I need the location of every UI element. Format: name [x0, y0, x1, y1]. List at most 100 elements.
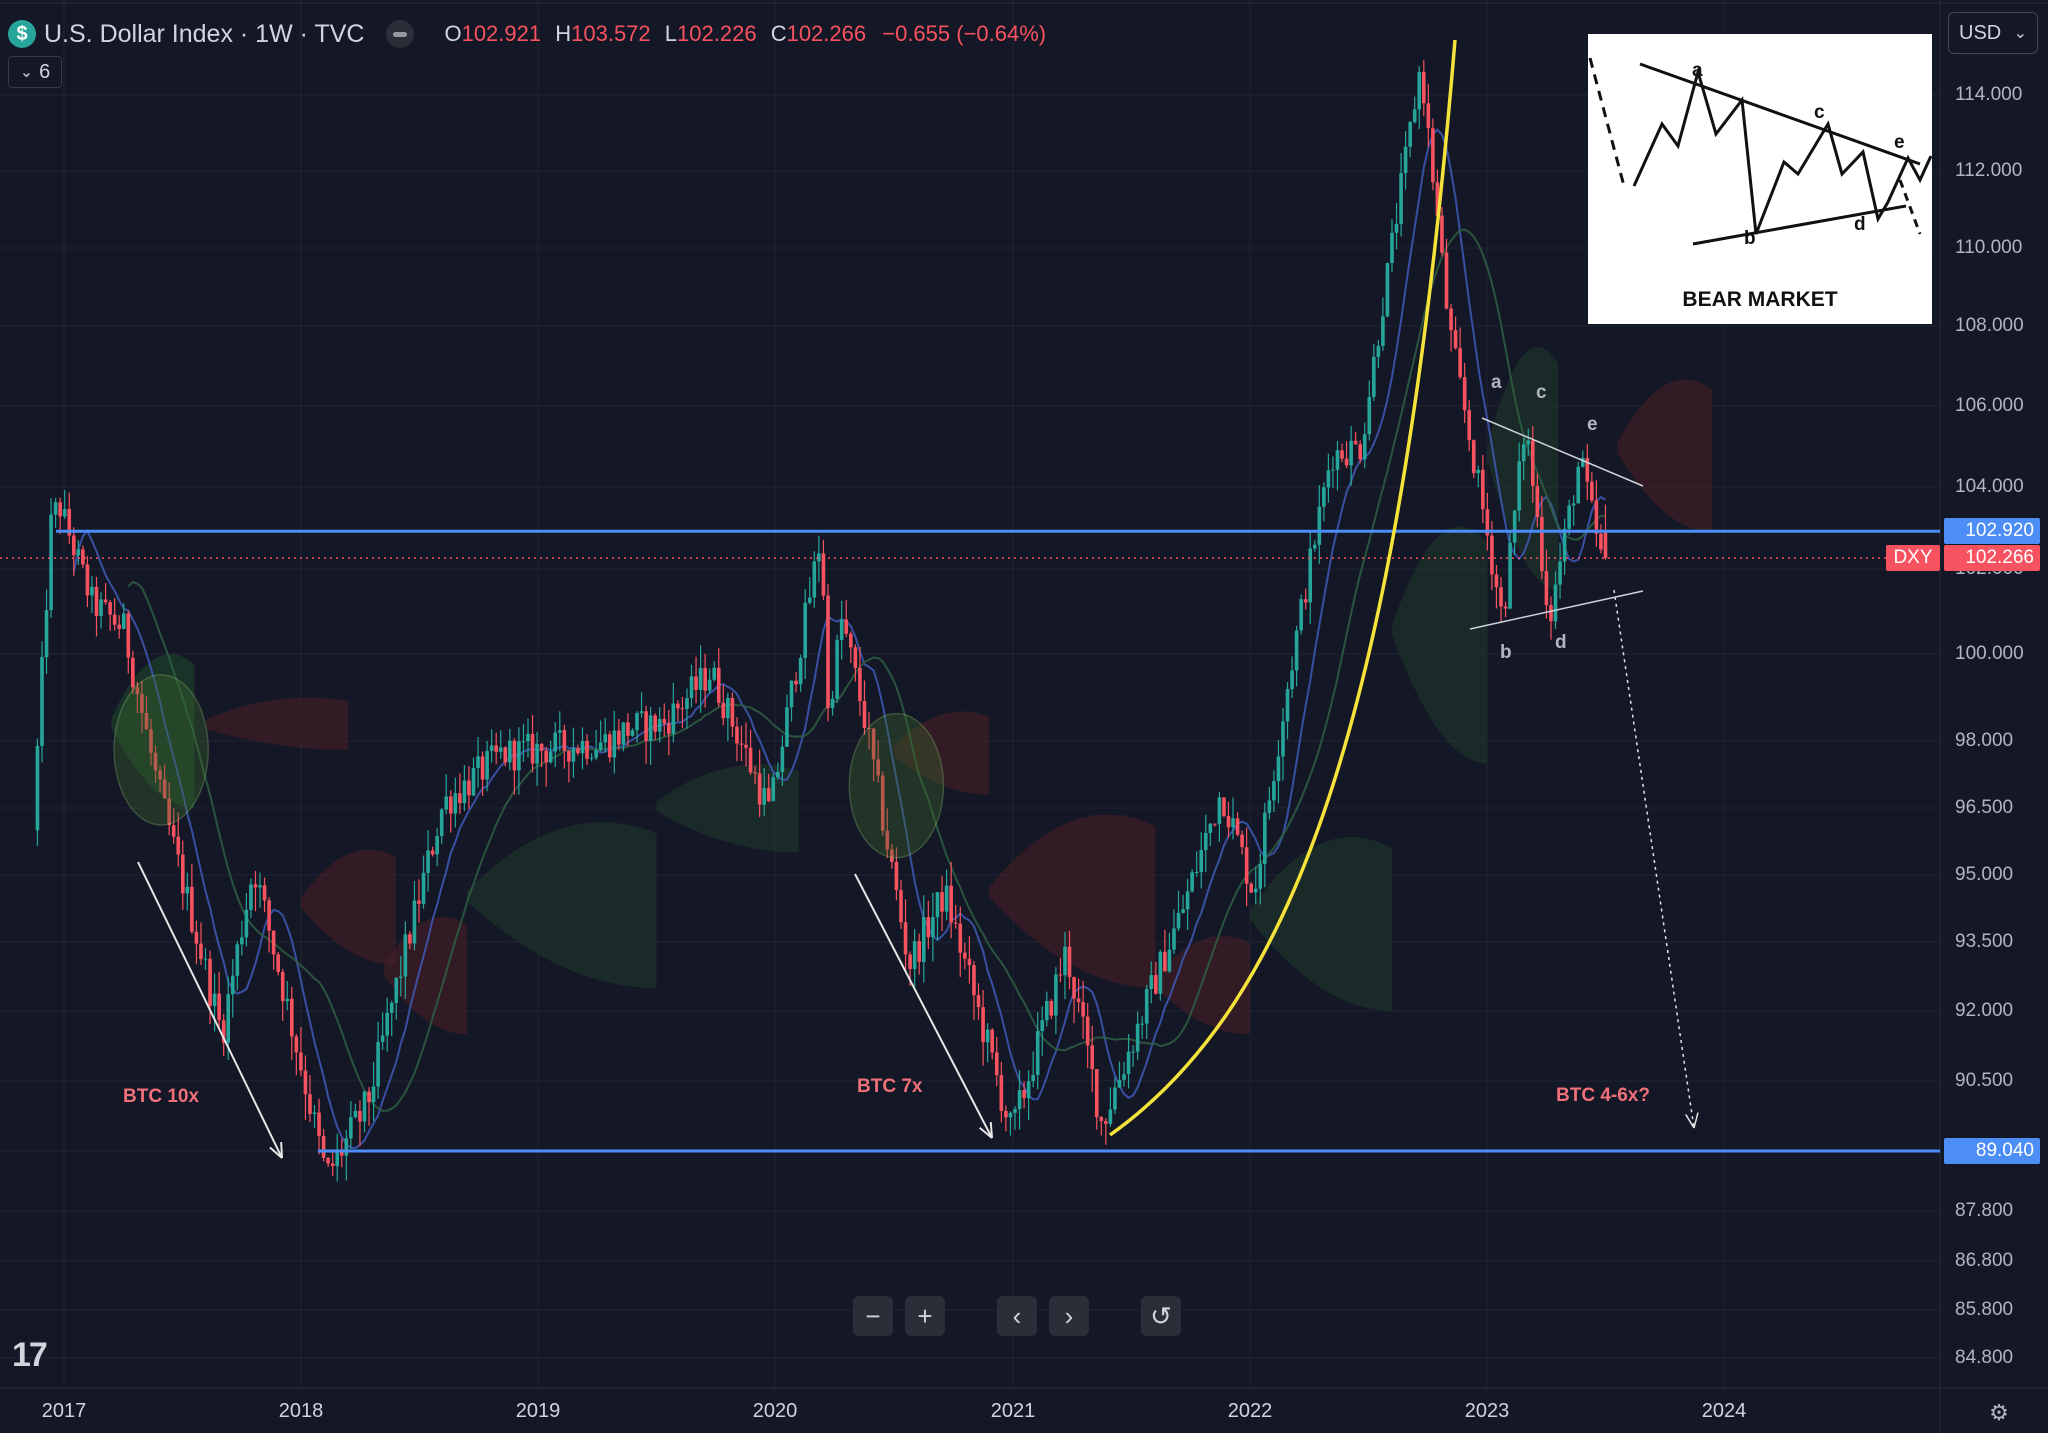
candle — [594, 729, 598, 761]
candle — [526, 718, 530, 758]
price-tick-label: 100.000 — [1955, 643, 2024, 664]
candle — [1308, 530, 1313, 624]
candle — [1399, 153, 1403, 237]
candle — [190, 863, 194, 934]
candle — [394, 977, 399, 1020]
candle — [1299, 594, 1303, 635]
candle — [972, 960, 976, 1021]
candle — [362, 1090, 367, 1133]
candle — [448, 790, 453, 833]
candle — [926, 900, 931, 949]
candle — [726, 692, 730, 742]
reset-chart-button[interactable]: ↺ — [1141, 1296, 1181, 1336]
candle — [994, 1036, 999, 1087]
candle — [1285, 682, 1290, 740]
chevron-down-icon: ⌄ — [2013, 25, 2027, 42]
candle — [557, 711, 562, 752]
last-price-badge: 102.266 — [1944, 545, 2040, 572]
candle — [1462, 362, 1467, 424]
candle — [1335, 440, 1340, 491]
candle — [744, 722, 748, 767]
wave-label-e[interactable]: e — [1587, 414, 1598, 435]
candle — [44, 589, 49, 675]
candle — [1590, 471, 1594, 504]
candle — [1367, 380, 1372, 441]
wave-label-c[interactable]: c — [1536, 382, 1547, 403]
candle — [399, 955, 403, 997]
price-tick-label: 86.800 — [1955, 1250, 2014, 1271]
candle — [762, 768, 766, 816]
candle — [176, 812, 181, 867]
annotation-btc-10x[interactable]: BTC 10x — [123, 1086, 200, 1107]
hide-legend-icon[interactable] — [386, 20, 415, 48]
indicators-toggle-button[interactable]: ⌄ 6 — [8, 56, 62, 88]
candle — [99, 592, 103, 629]
candle — [1567, 499, 1571, 536]
candle — [1344, 441, 1349, 469]
candle — [963, 942, 967, 970]
open-label: O — [444, 21, 462, 46]
candle — [798, 654, 803, 693]
gear-icon[interactable]: ⚙ — [1989, 1400, 2009, 1425]
candle — [1090, 1025, 1095, 1093]
currency-select[interactable]: USD ⌄ — [1948, 12, 2038, 54]
scroll-right-button[interactable]: › — [1049, 1296, 1089, 1336]
candle — [712, 661, 717, 682]
inset-entry-dash — [1588, 57, 1626, 187]
candle — [1004, 1105, 1008, 1132]
candle — [1322, 482, 1326, 522]
inset-wave-label: a — [1692, 60, 1703, 81]
candle — [253, 871, 258, 912]
candle — [403, 921, 408, 1000]
candle — [1585, 443, 1590, 501]
candle — [1417, 66, 1422, 130]
candle — [335, 1133, 340, 1182]
candle — [476, 736, 480, 788]
candle — [1263, 802, 1267, 888]
high-value: 103.572 — [571, 21, 651, 46]
candle — [126, 610, 131, 674]
candle — [1317, 485, 1322, 564]
candle — [698, 645, 703, 713]
wave-label-d[interactable]: d — [1555, 632, 1567, 653]
zoom-in-button[interactable]: + — [905, 1296, 945, 1336]
candle — [339, 1138, 344, 1168]
candle — [90, 576, 94, 613]
candle — [890, 843, 894, 869]
candle — [1276, 740, 1281, 804]
candle — [67, 492, 72, 544]
candle — [85, 555, 90, 608]
candle — [835, 634, 839, 703]
triangle-lower-line — [1469, 590, 1644, 630]
wave-label-b[interactable]: b — [1500, 642, 1512, 663]
scroll-left-button[interactable]: ‹ — [997, 1296, 1037, 1336]
candle — [626, 713, 630, 747]
symbol-legend[interactable]: $ U.S. Dollar Index · 1W · TVC O102.921 … — [8, 14, 1052, 54]
candle — [648, 706, 653, 765]
wave-label-a[interactable]: a — [1491, 372, 1502, 393]
annotation-btc-7x[interactable]: BTC 7x — [857, 1076, 923, 1097]
tradingview-logo-icon[interactable]: 17 — [12, 1336, 48, 1374]
candle — [180, 840, 185, 910]
candle — [530, 714, 535, 773]
zoom-out-button[interactable]: − — [853, 1296, 893, 1336]
candle — [430, 846, 435, 857]
candle — [1085, 1003, 1090, 1069]
candle — [1017, 1070, 1022, 1130]
candle — [1094, 1069, 1099, 1130]
candle — [1458, 327, 1462, 380]
candle — [1226, 801, 1231, 838]
candle — [1217, 792, 1222, 842]
price-tick-label: 106.000 — [1955, 395, 2024, 416]
candle — [217, 971, 221, 1029]
candle — [803, 589, 807, 680]
candle — [567, 750, 571, 783]
annotation-btc-4-6x[interactable]: BTC 4-6x? — [1556, 1085, 1650, 1106]
inset-lower-line — [1692, 204, 1907, 246]
time-tick-label: 2020 — [752, 1400, 798, 1422]
candle — [426, 830, 430, 892]
candle — [1176, 890, 1181, 932]
candle — [203, 948, 208, 970]
candle — [412, 880, 417, 951]
